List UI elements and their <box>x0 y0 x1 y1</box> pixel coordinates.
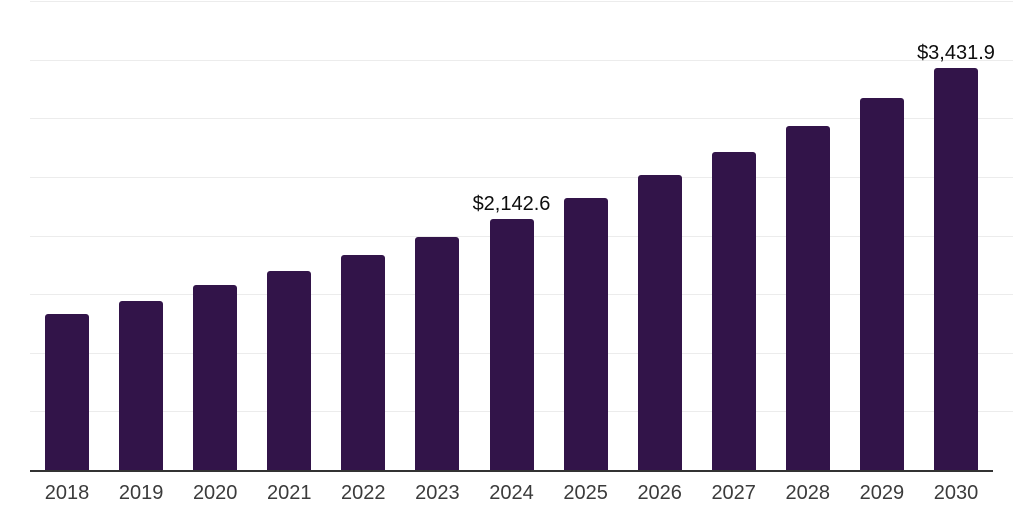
tick-label-2019: 2019 <box>118 482 164 504</box>
tick-label-2028: 2028 <box>785 482 831 504</box>
bar-2018 <box>45 313 89 470</box>
tick-label-2027: 2027 <box>711 482 756 504</box>
bar-2023 <box>415 237 460 470</box>
tick-label-2022: 2022 <box>341 482 386 504</box>
gridline-3000 <box>30 118 1013 120</box>
tick-label-2026: 2026 <box>637 482 682 504</box>
tick-label-2029: 2029 <box>859 482 905 504</box>
tick-label-2025: 2025 <box>563 482 608 504</box>
tick-label-2023: 2023 <box>415 482 460 504</box>
bar-2029 <box>859 97 904 470</box>
gridline-4000 <box>30 1 1013 3</box>
tick-label-2021: 2021 <box>267 482 312 504</box>
tick-label-2030: 2030 <box>933 482 979 504</box>
tick-label-2020: 2020 <box>192 482 238 504</box>
x-axis-line <box>30 470 993 472</box>
bar-2030 <box>934 67 978 470</box>
gridline-2500 <box>30 176 1013 178</box>
bar-2021 <box>267 271 312 470</box>
tick-label-2018: 2018 <box>44 482 90 504</box>
data-label-2030: $3,431.9 <box>917 41 995 64</box>
data-label-2024: $2,142.6 <box>472 192 551 215</box>
bar-2028 <box>785 125 830 470</box>
bar-2026 <box>637 174 682 470</box>
bar-2027 <box>711 151 756 470</box>
bar-2019 <box>119 301 164 470</box>
tick-label-2024: 2024 <box>489 482 534 504</box>
gridline-3500 <box>30 59 1013 61</box>
bar-2024 <box>489 218 534 470</box>
bar-2025 <box>563 197 608 470</box>
bar-2020 <box>193 285 238 470</box>
bar-2022 <box>341 254 386 470</box>
